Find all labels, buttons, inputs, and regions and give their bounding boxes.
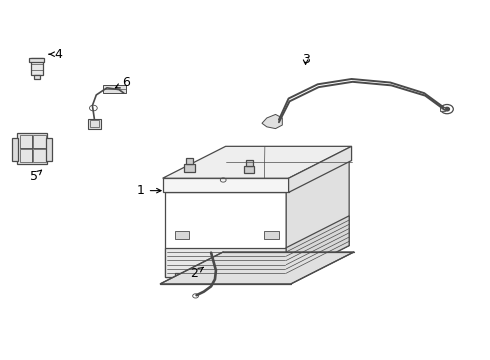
Text: 5: 5 [30,170,42,183]
Polygon shape [163,146,352,178]
Polygon shape [265,231,279,239]
Polygon shape [175,231,189,239]
Text: 2: 2 [190,267,203,280]
Circle shape [444,107,449,111]
Bar [17,133,48,164]
Text: 4: 4 [49,48,62,61]
Bar [268,273,276,279]
Bar [33,135,46,148]
Text: 6: 6 [115,76,130,89]
Bar [12,138,18,161]
Bar [186,158,193,164]
Bar [47,138,52,161]
Bar [20,135,32,148]
Bar [88,119,101,129]
Bar [20,149,32,162]
Polygon shape [165,161,349,192]
Bar [440,107,445,111]
Bar [244,166,254,174]
Bar [29,58,45,62]
Bar [245,160,252,166]
Polygon shape [165,192,286,278]
Polygon shape [163,178,289,192]
Polygon shape [262,114,282,129]
Bar [34,75,40,79]
Bar [184,164,195,172]
Polygon shape [286,216,349,278]
Polygon shape [289,146,352,192]
Polygon shape [165,248,286,278]
Bar [31,58,43,76]
Bar [175,273,183,279]
Bar [103,85,126,93]
Text: 3: 3 [302,53,310,66]
Polygon shape [286,161,349,278]
Bar [90,121,98,127]
Bar [33,149,46,162]
Polygon shape [160,252,354,284]
Text: 1: 1 [137,184,161,197]
